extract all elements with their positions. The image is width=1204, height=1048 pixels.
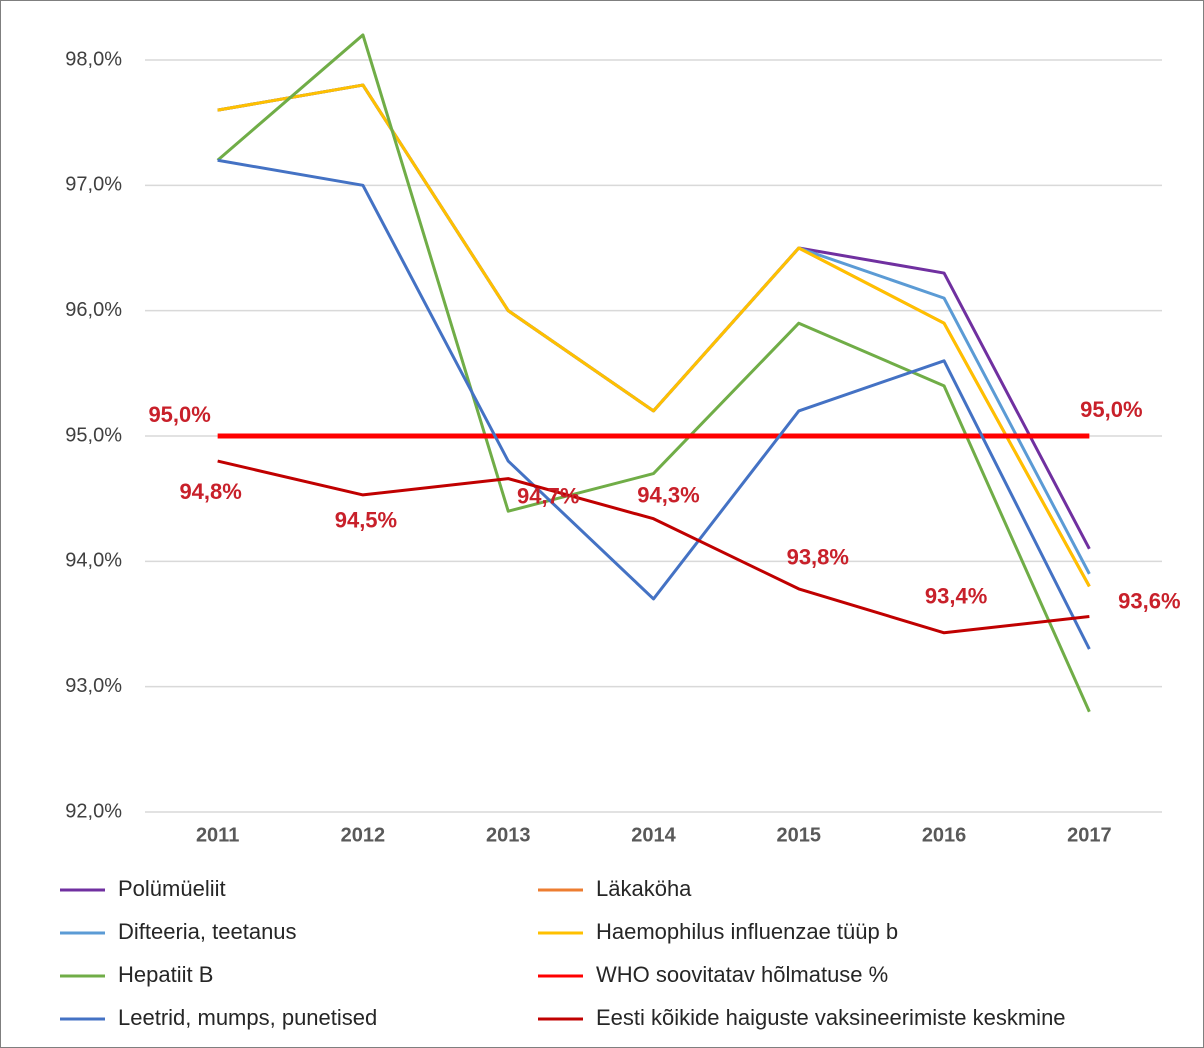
x-tick-label: 2012 xyxy=(341,824,386,846)
series-line xyxy=(216,33,1091,713)
x-tick-label: 2013 xyxy=(486,824,531,846)
data-label: 94,5% xyxy=(335,508,397,533)
y-tick-label: 97,0% xyxy=(65,174,122,196)
y-tick-label: 94,0% xyxy=(65,550,122,572)
data-label: 94,3% xyxy=(637,483,699,508)
legend-label: Leetrid, mumps, punetised xyxy=(118,1005,377,1030)
legend-label: Läkaköha xyxy=(596,876,692,901)
x-tick-label: 2011 xyxy=(196,824,239,846)
data-label: 95,0% xyxy=(148,402,210,427)
y-tick-label: 96,0% xyxy=(65,299,122,321)
data-label: 93,8% xyxy=(787,545,849,570)
x-tick-label: 2017 xyxy=(1067,824,1112,846)
x-tick-label: 2014 xyxy=(631,824,676,846)
data-label: 93,4% xyxy=(925,584,987,609)
legend-label: Polümüeliit xyxy=(118,876,226,901)
legend-label: Difteeria, teetanus xyxy=(118,919,297,944)
series-line xyxy=(217,158,1091,650)
series-line xyxy=(217,459,1090,635)
series-line xyxy=(217,83,1091,588)
legend-label: Hepatiit B xyxy=(118,962,213,987)
x-tick-label: 2016 xyxy=(922,824,967,846)
data-label: 94,7% xyxy=(517,483,579,508)
y-tick-label: 95,0% xyxy=(65,424,122,446)
data-label: 93,6% xyxy=(1118,588,1180,613)
legend-label: Haemophilus influenzae tüüp b xyxy=(596,919,898,944)
data-label: 95,0% xyxy=(1080,397,1142,422)
y-tick-label: 93,0% xyxy=(65,675,122,697)
y-tick-label: 98,0% xyxy=(65,48,122,70)
y-tick-label: 92,0% xyxy=(65,800,122,822)
data-label: 94,8% xyxy=(179,479,241,504)
x-tick-label: 2015 xyxy=(777,824,822,846)
legend-label: WHO soovitatav hõlmatuse % xyxy=(596,962,888,987)
legend-label: Eesti kõikide haiguste vaksineerimiste k… xyxy=(596,1005,1066,1030)
